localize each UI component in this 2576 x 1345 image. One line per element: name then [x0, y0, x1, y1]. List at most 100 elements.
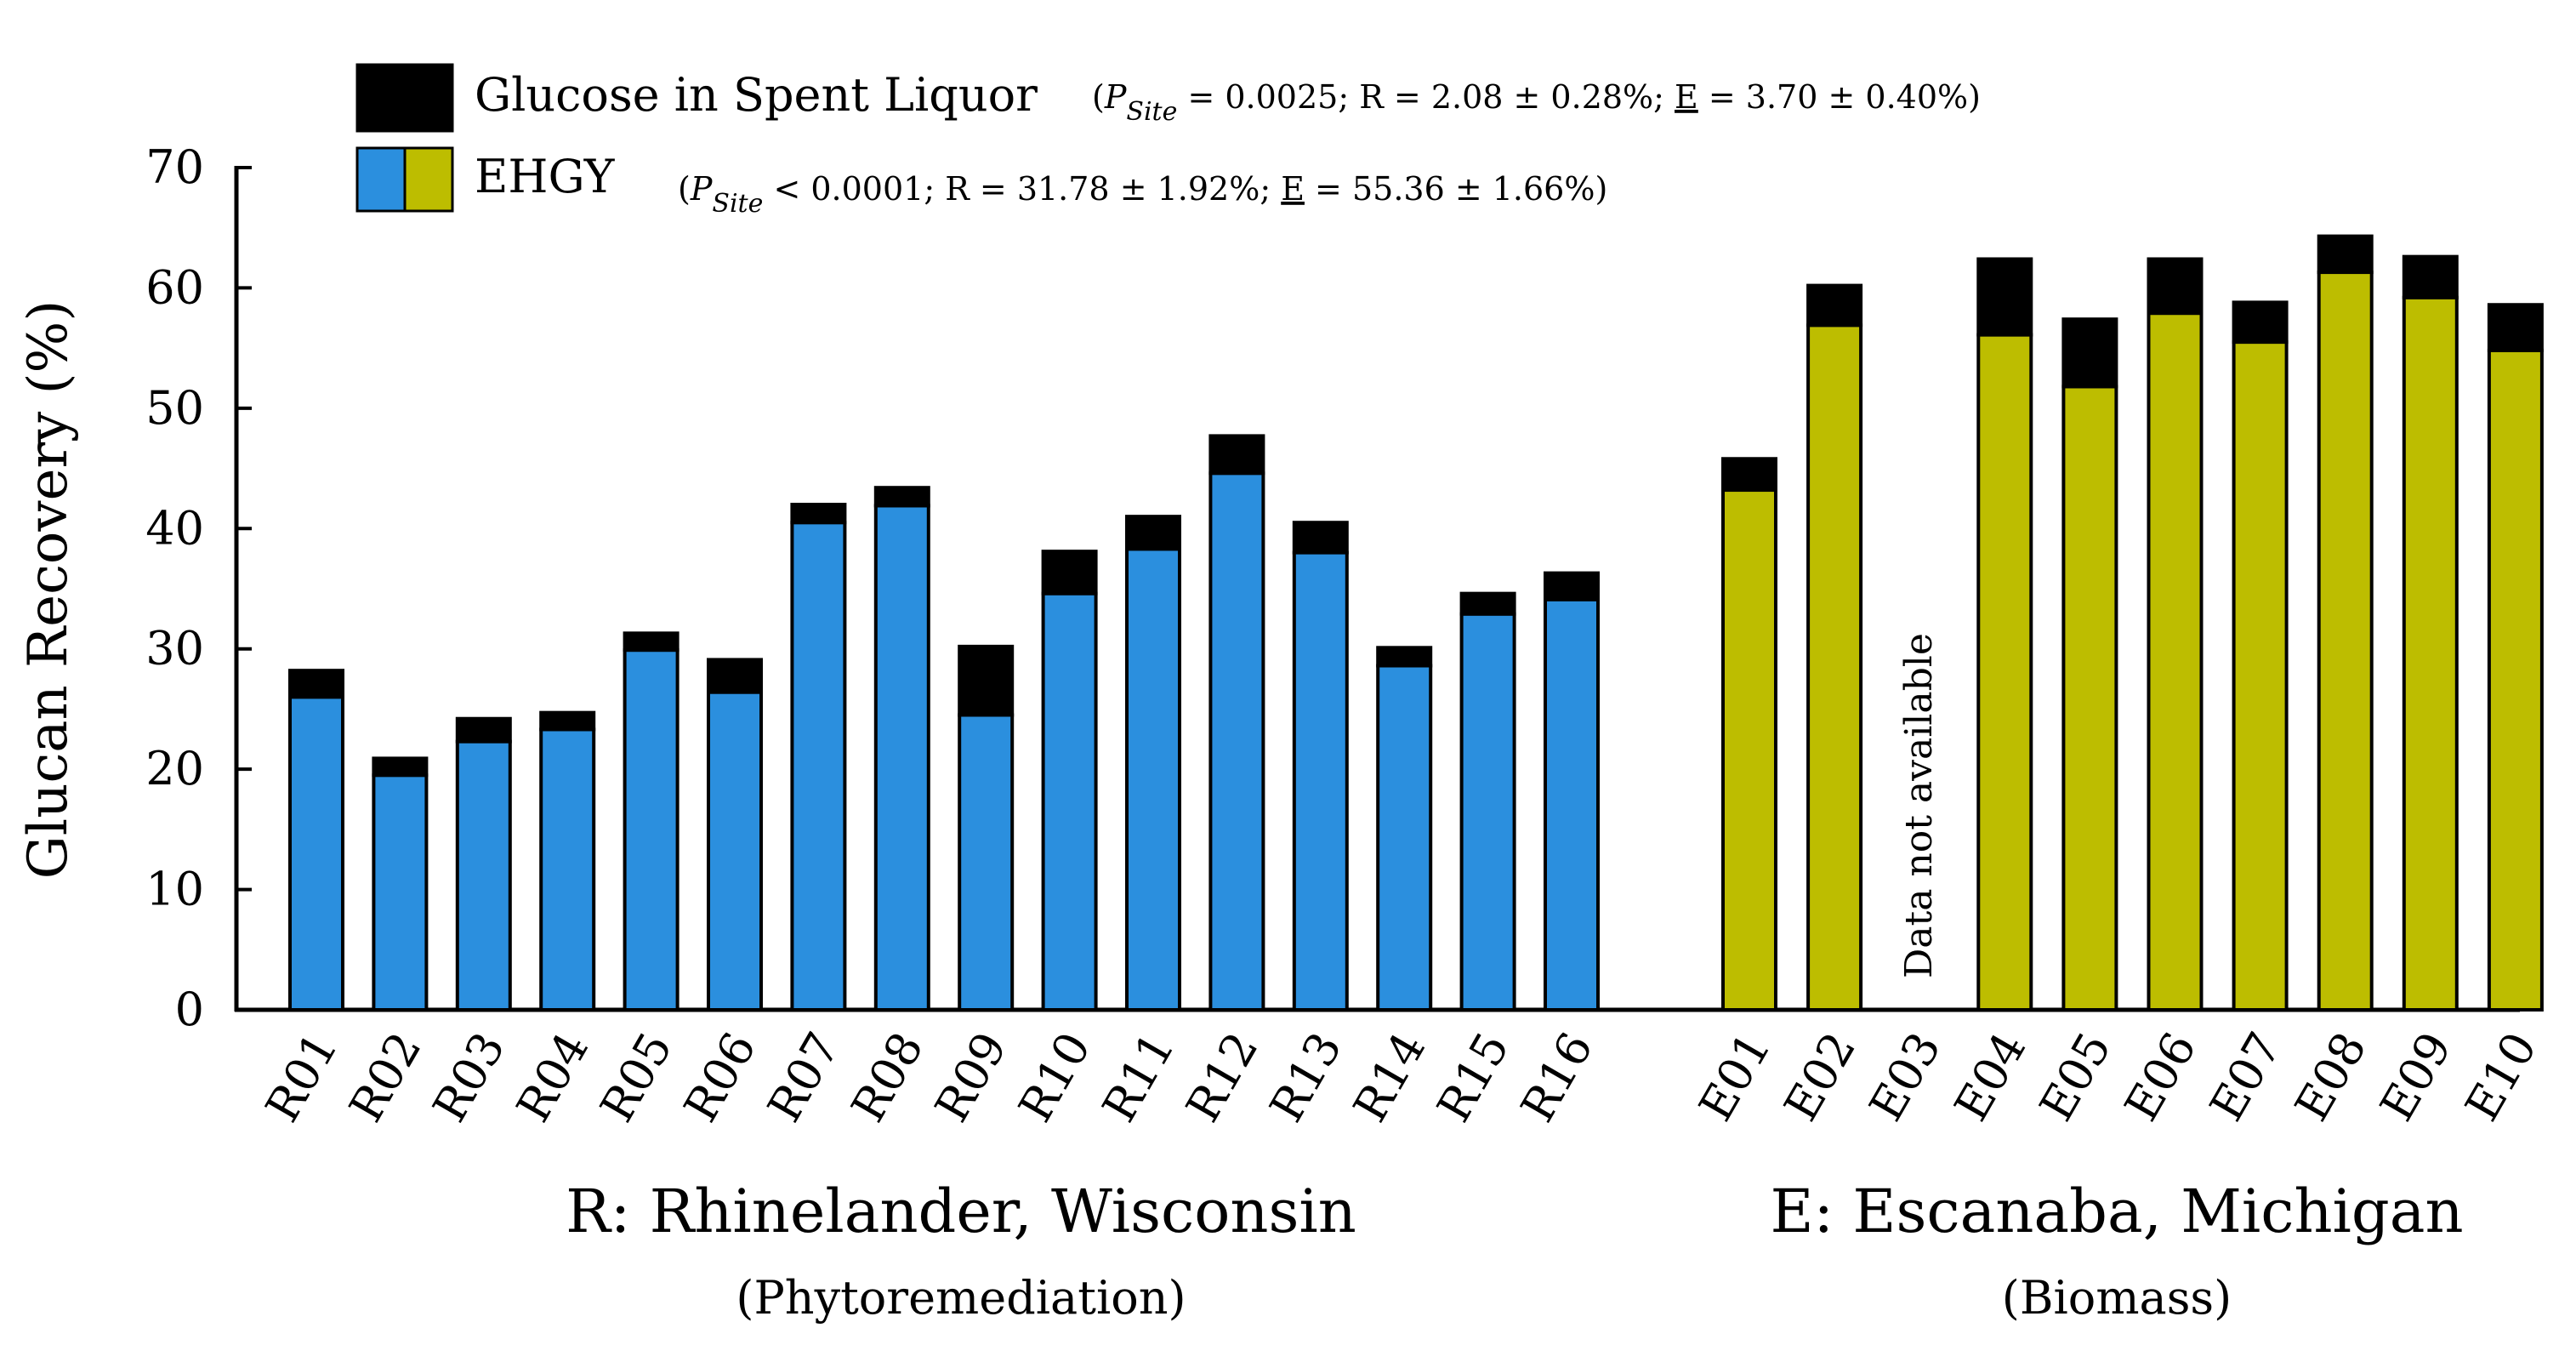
x-tick-label-R01: R01: [255, 1023, 348, 1131]
legend-swatch-glucose: [355, 63, 454, 133]
bar-ehgy-R08: [873, 504, 930, 1012]
legend-stat-ehgy-e: E: [1281, 170, 1305, 208]
bar-ehgy-R14: [1376, 664, 1433, 1012]
x-tick-label-E02: E02: [1774, 1023, 1867, 1130]
bar-glucose-E04: [1976, 257, 2033, 337]
bar-glucose-E02: [1806, 283, 1863, 328]
x-tick-label-E10: E10: [2455, 1023, 2548, 1130]
x-tick-label-R04: R04: [506, 1023, 599, 1131]
bar-glucose-R14: [1376, 646, 1433, 668]
bar-glucose-E08: [2317, 234, 2374, 275]
bar-glucose-R16: [1544, 571, 1600, 601]
bar-ehgy-R11: [1125, 547, 1181, 1012]
bar-ehgy-R05: [623, 648, 680, 1012]
y-tick-label-50: 50: [145, 381, 204, 435]
x-tick-label-E06: E06: [2114, 1023, 2207, 1130]
bar-ehgy-R10: [1041, 591, 1098, 1012]
bar-ehgy-E06: [2147, 311, 2204, 1012]
group-desc-escanaba: (Biomass): [2002, 1271, 2232, 1325]
x-tick-label-E07: E07: [2199, 1023, 2292, 1130]
x-tick-label-R03: R03: [423, 1023, 515, 1131]
x-tick-label-R16: R16: [1510, 1023, 1603, 1131]
bar-glucose-R13: [1292, 521, 1349, 555]
legend: Glucose in Spent Liquor (PSite = 0.0025;…: [355, 63, 1981, 219]
x-tick-label-R05: R05: [590, 1023, 683, 1131]
legend-stat-glucose: (PSite = 0.0025; R = 2.08 ± 0.28%; E = 3…: [1092, 78, 1981, 127]
x-tick-label-R15: R15: [1427, 1023, 1520, 1131]
bar-ehgy-R15: [1459, 612, 1516, 1012]
x-tick-label-E03: E03: [1859, 1023, 1952, 1130]
x-tick-label-R02: R02: [338, 1023, 431, 1131]
bar-glucose-R07: [790, 503, 847, 525]
bar-glucose-R02: [372, 756, 429, 778]
bar-glucose-R09: [958, 644, 1015, 717]
y-tick-label-20: 20: [145, 742, 204, 795]
bar-ehgy-R06: [707, 690, 763, 1012]
y-axis-title: Glucan Recovery (%): [17, 300, 80, 880]
x-tick-label-R13: R13: [1260, 1023, 1352, 1131]
bar-ehgy-E01: [1721, 488, 1777, 1012]
x-tick-label-E04: E04: [1944, 1023, 2037, 1130]
bar-glucose-E09: [2402, 254, 2459, 299]
bar-ehgy-E10: [2487, 348, 2544, 1012]
bar-ehgy-E05: [2061, 385, 2118, 1012]
legend-swatch-ehgy-escanaba: [403, 146, 454, 213]
bars: [288, 234, 2544, 1012]
legend-stat-glucose-e: E: [1675, 78, 1698, 116]
bar-ehgy-E08: [2317, 271, 2374, 1012]
annotations: Data not available: [1897, 633, 1941, 978]
x-tick-label-E08: E08: [2284, 1023, 2377, 1130]
y-tick-label-0: 0: [175, 983, 204, 1036]
legend-stat-glucose-sub: Site: [1126, 97, 1177, 127]
y-tick-label-70: 70: [145, 140, 204, 194]
bar-glucose-R12: [1208, 434, 1265, 476]
bar-ehgy-R02: [372, 773, 429, 1012]
bar-glucose-R03: [455, 716, 512, 744]
bar-ehgy-E02: [1806, 323, 1863, 1012]
x-tick-label-R09: R09: [924, 1023, 1017, 1131]
bar-glucose-E10: [2487, 303, 2544, 352]
bar-glucose-E05: [2061, 317, 2118, 389]
legend-stat-ehgy-sub: Site: [712, 189, 763, 219]
x-tick-label-R06: R06: [674, 1023, 766, 1131]
bar-glucose-R11: [1125, 515, 1181, 551]
bar-ehgy-R07: [790, 521, 847, 1012]
bar-glucose-E01: [1721, 457, 1777, 493]
bar-glucose-R06: [707, 658, 763, 694]
bar-ehgy-R04: [539, 727, 596, 1012]
y-tick-label-60: 60: [145, 260, 204, 314]
legend-swatch-ehgy-rhinelander: [355, 146, 407, 213]
x-tick-label-R12: R12: [1175, 1023, 1268, 1131]
bar-glucose-R04: [539, 710, 596, 732]
legend-stat-glucose-rest1: = 0.0025; R = 2.08 ± 0.28%;: [1177, 78, 1675, 116]
bar-glucose-E06: [2147, 257, 2204, 316]
bar-ehgy-E04: [1976, 333, 2033, 1012]
bar-glucose-R05: [623, 631, 680, 653]
x-tick-label-R14: R14: [1343, 1023, 1436, 1131]
legend-stat-ehgy-p: P: [690, 170, 714, 208]
x-tick-label-E01: E01: [1689, 1023, 1782, 1130]
legend-stat-glucose-p: P: [1104, 78, 1128, 116]
legend-stat-ehgy: (PSite < 0.0001; R = 31.78 ± 1.92%; E = …: [678, 170, 1607, 219]
bar-glucose-R10: [1041, 550, 1098, 596]
legend-stat-ehgy-open: (: [678, 170, 691, 208]
bar-ehgy-R01: [288, 695, 344, 1012]
x-tick-label-R07: R07: [757, 1023, 850, 1131]
legend-stat-glucose-rest2: = 3.70 ± 0.40%): [1698, 78, 1981, 116]
legend-label-glucose: Glucose in Spent Liquor: [475, 68, 1038, 122]
group-name-escanaba: E: Escanaba, Michigan: [1770, 1177, 2463, 1246]
y-tick-label-40: 40: [145, 501, 204, 555]
group-desc-rhinelander: (Phytoremediation): [736, 1271, 1186, 1325]
bar-glucose-R08: [873, 486, 930, 508]
bar-ehgy-R12: [1208, 471, 1265, 1012]
legend-stat-glucose-open: (: [1092, 78, 1105, 116]
y-tick-label-30: 30: [145, 622, 204, 675]
bar-ehgy-R03: [455, 739, 512, 1012]
annotation-data-not-available: Data not available: [1897, 633, 1941, 978]
y-ticks: 0 10 20 30 40 50 60 70: [145, 140, 252, 1036]
bar-glucose-R01: [288, 669, 344, 699]
x-tick-label-R11: R11: [1092, 1023, 1185, 1131]
bar-glucose-R15: [1459, 591, 1516, 616]
group-name-rhinelander: R: Rhinelander, Wisconsin: [566, 1177, 1356, 1246]
